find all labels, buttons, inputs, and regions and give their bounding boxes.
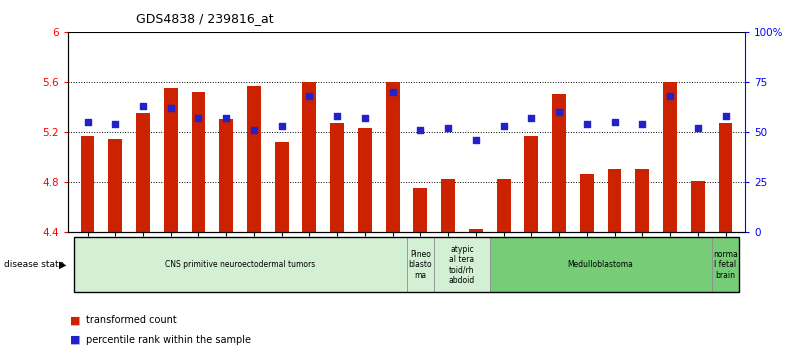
Point [553, 109, 566, 115]
Text: CNS primitive neuroectodermal tumors: CNS primitive neuroectodermal tumors [165, 260, 316, 269]
Bar [303, 82, 316, 232]
Bar [247, 86, 261, 232]
Text: norma
l fetal
brain: norma l fetal brain [713, 250, 738, 280]
Bar [136, 113, 150, 232]
Bar [275, 142, 288, 232]
Point [331, 113, 344, 119]
Point [386, 89, 399, 95]
Bar [219, 119, 233, 232]
Point [414, 127, 427, 133]
Point [248, 127, 260, 133]
Bar [358, 128, 372, 232]
Text: GDS4838 / 239816_at: GDS4838 / 239816_at [136, 12, 274, 25]
Bar [441, 179, 455, 232]
Point [691, 125, 704, 131]
Point [303, 93, 316, 99]
Bar [608, 169, 622, 232]
Bar [330, 123, 344, 232]
Bar [497, 179, 510, 232]
Point [469, 137, 482, 143]
Bar [663, 82, 677, 232]
Bar [469, 229, 483, 232]
Point [81, 119, 94, 125]
Bar [525, 136, 538, 232]
Bar [580, 175, 594, 232]
Point [719, 113, 732, 119]
Point [525, 115, 537, 121]
Bar [690, 181, 705, 232]
Point [164, 105, 177, 111]
Bar [635, 169, 650, 232]
Text: percentile rank within the sample: percentile rank within the sample [86, 335, 251, 345]
Text: ▶: ▶ [58, 259, 66, 270]
Bar [163, 88, 178, 232]
Point [137, 103, 150, 109]
Point [663, 93, 676, 99]
Text: atypic
al tera
toid/rh
abdoid: atypic al tera toid/rh abdoid [449, 245, 475, 285]
Bar [386, 82, 400, 232]
Text: ■: ■ [70, 335, 80, 345]
Text: Medulloblastoma: Medulloblastoma [568, 260, 634, 269]
Point [636, 121, 649, 127]
Bar [718, 123, 732, 232]
Bar [81, 136, 95, 232]
Bar [108, 139, 123, 232]
Point [441, 125, 454, 131]
Text: Pineo
blasto
ma: Pineo blasto ma [409, 250, 433, 280]
Text: ■: ■ [70, 315, 80, 325]
Point [359, 115, 372, 121]
Bar [413, 188, 427, 232]
Point [276, 123, 288, 129]
Point [192, 115, 205, 121]
Bar [191, 92, 205, 232]
Text: transformed count: transformed count [86, 315, 176, 325]
Point [109, 121, 122, 127]
Bar [552, 95, 566, 232]
Point [219, 115, 232, 121]
Point [581, 121, 594, 127]
Point [608, 119, 621, 125]
Text: disease state: disease state [4, 260, 64, 269]
Point [497, 123, 510, 129]
